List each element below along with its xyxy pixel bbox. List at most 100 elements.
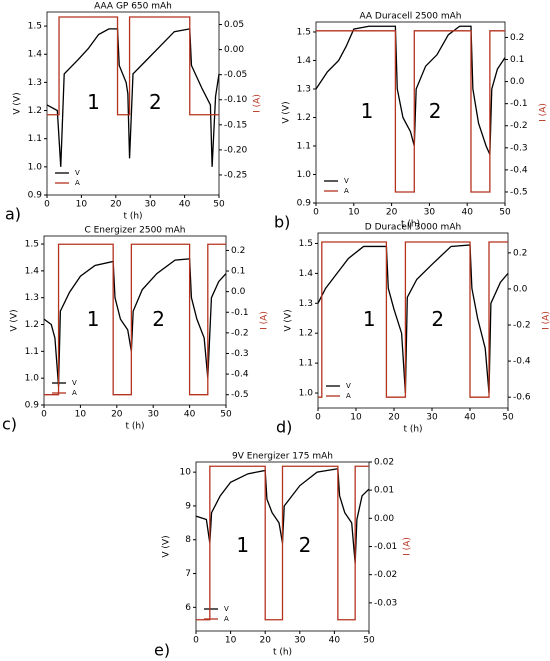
y-tick-label: 1.4 bbox=[25, 266, 40, 276]
x-tick-label: 0 bbox=[41, 410, 47, 420]
x-tick-label: 50 bbox=[502, 413, 514, 423]
chart-title: 9V Energizer 175 mAh bbox=[232, 452, 333, 462]
x-tick-label: 20 bbox=[110, 200, 122, 210]
chart-title: C Energizer 2500 mAh bbox=[84, 226, 185, 236]
legend-label: A bbox=[344, 187, 349, 195]
series-line bbox=[196, 465, 369, 621]
y-tick-label: 0.9 bbox=[297, 199, 312, 209]
x-axis-label: t (h) bbox=[401, 220, 420, 230]
y2-tick-label: 0.0 bbox=[510, 77, 525, 87]
y-tick-label: 10 bbox=[180, 468, 192, 478]
y2-tick-label: -0.4 bbox=[510, 165, 528, 175]
y-tick-label: 7 bbox=[185, 569, 191, 579]
y2-tick-label: 0.1 bbox=[231, 267, 245, 277]
y-tick-label: 1.4 bbox=[28, 50, 43, 60]
legend-label: A bbox=[224, 615, 229, 623]
y2-tick-label: -0.5 bbox=[231, 390, 249, 400]
annotation: 2 bbox=[431, 307, 444, 331]
annotation: 2 bbox=[299, 533, 312, 557]
legend-label: V bbox=[344, 177, 349, 185]
x-axis-label: t (h) bbox=[123, 212, 142, 222]
annotation: 1 bbox=[87, 307, 100, 331]
y2-tick-label: -0.10 bbox=[224, 95, 248, 105]
x-tick-label: 0 bbox=[44, 200, 50, 210]
y2-axis-label: I (A) bbox=[253, 94, 263, 113]
x-tick-label: 40 bbox=[464, 413, 476, 423]
annotation: 2 bbox=[152, 307, 165, 331]
x-tick-label: 0 bbox=[313, 208, 319, 218]
y2-tick-label: 0.0 bbox=[513, 284, 528, 294]
legend-label: A bbox=[75, 179, 80, 187]
x-tick-label: 20 bbox=[111, 410, 123, 420]
y-tick-label: 1.2 bbox=[299, 329, 313, 339]
legend-label: V bbox=[72, 379, 77, 387]
annotation: 1 bbox=[363, 307, 376, 331]
x-tick-label: 50 bbox=[363, 636, 375, 646]
legend-label: A bbox=[346, 392, 351, 400]
x-tick-label: 50 bbox=[220, 410, 232, 420]
y2-tick-label: 0.0 bbox=[231, 287, 246, 297]
y-tick-label: 1.1 bbox=[299, 359, 313, 369]
y2-tick-label: 0.05 bbox=[224, 20, 244, 30]
x-tick-label: 40 bbox=[329, 636, 341, 646]
y2-tick-label: -0.2 bbox=[513, 321, 531, 331]
series-line bbox=[317, 244, 509, 394]
y-tick-label: 1.1 bbox=[28, 134, 42, 144]
x-tick-label: 30 bbox=[147, 410, 159, 420]
y2-axis-label: I (A) bbox=[542, 311, 550, 330]
y2-tick-label: -0.1 bbox=[510, 99, 528, 109]
x-tick-label: 30 bbox=[426, 413, 438, 423]
panel-label: e) bbox=[154, 641, 170, 660]
legend-label: V bbox=[75, 169, 80, 177]
chart-title: AAA GP 650 mAh bbox=[94, 2, 172, 12]
y-tick-label: 1.0 bbox=[297, 170, 312, 180]
y-tick-label: 1.0 bbox=[25, 374, 40, 384]
y2-tick-label: 0.2 bbox=[510, 33, 524, 43]
y-tick-label: 1.5 bbox=[299, 239, 313, 249]
x-axis-label: t (h) bbox=[273, 648, 292, 658]
y2-tick-label: -0.5 bbox=[510, 187, 528, 197]
y2-tick-label: -0.4 bbox=[231, 370, 249, 380]
y2-tick-label: 0.02 bbox=[374, 458, 394, 468]
y-tick-label: 6 bbox=[185, 603, 191, 613]
legend-label: A bbox=[72, 389, 77, 397]
y2-tick-label: -0.03 bbox=[374, 598, 397, 608]
panel-label: b) bbox=[274, 213, 290, 232]
x-tick-label: 10 bbox=[76, 200, 88, 210]
x-tick-label: 10 bbox=[348, 208, 360, 218]
x-tick-label: 50 bbox=[499, 208, 511, 218]
x-tick-label: 10 bbox=[75, 410, 87, 420]
y2-tick-label: 0.1 bbox=[510, 55, 524, 65]
y-tick-label: 1.3 bbox=[299, 299, 313, 309]
legend-label: V bbox=[346, 382, 351, 390]
y2-tick-label: -0.1 bbox=[231, 308, 249, 318]
x-tick-label: 0 bbox=[193, 636, 199, 646]
y2-tick-label: 0.2 bbox=[231, 246, 245, 256]
y-axis-label: V (V) bbox=[10, 309, 20, 331]
x-tick-label: 0 bbox=[315, 413, 321, 423]
series-line bbox=[43, 258, 227, 387]
y2-tick-label: -0.3 bbox=[510, 143, 528, 153]
y-axis-label: V (V) bbox=[282, 101, 292, 123]
plot-frame bbox=[43, 235, 227, 406]
y2-axis-label: I (A) bbox=[539, 103, 549, 122]
y-tick-label: 1.5 bbox=[28, 22, 42, 32]
y-tick-label: 0.9 bbox=[25, 401, 40, 411]
series-line bbox=[316, 30, 505, 193]
x-tick-label: 30 bbox=[294, 636, 306, 646]
annotation: 1 bbox=[361, 99, 374, 123]
x-tick-label: 20 bbox=[386, 208, 398, 218]
y2-tick-label: -0.4 bbox=[513, 357, 531, 367]
x-tick-label: 10 bbox=[225, 636, 237, 646]
y-tick-label: 1.1 bbox=[297, 141, 311, 151]
legend-label: V bbox=[224, 605, 229, 613]
x-axis-label: t (h) bbox=[125, 422, 144, 432]
y2-tick-label: 0.00 bbox=[374, 514, 394, 524]
y2-tick-label: -0.02 bbox=[374, 570, 397, 580]
panel-label: d) bbox=[276, 418, 292, 437]
series-line bbox=[44, 243, 226, 396]
x-tick-label: 30 bbox=[144, 200, 156, 210]
panel-label: c) bbox=[2, 415, 17, 434]
y-tick-label: 0.9 bbox=[28, 191, 43, 201]
y-axis-label: V (V) bbox=[162, 535, 172, 557]
